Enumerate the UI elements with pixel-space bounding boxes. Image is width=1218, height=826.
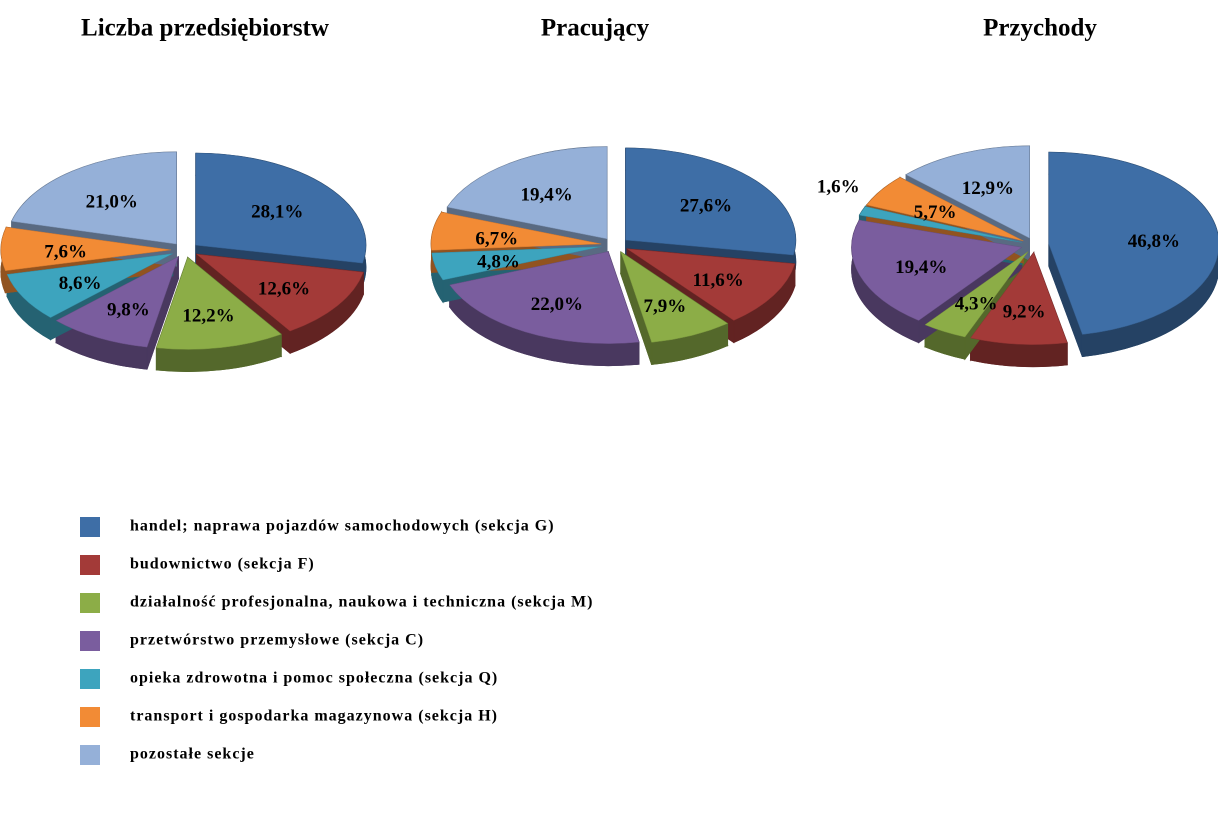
legend-label: przetwórstwo przemysłowe (sekcja C) — [130, 632, 424, 649]
data-label: 11,6% — [693, 270, 744, 291]
pie-slice — [1048, 152, 1218, 335]
legend-swatch — [80, 669, 100, 689]
legend-swatch — [80, 593, 100, 613]
legend-swatch — [80, 707, 100, 727]
data-label: 21,0% — [86, 191, 138, 212]
data-label: 5,7% — [914, 202, 957, 223]
legend-label: opieka zdrowotna i pomoc społeczna (sekc… — [130, 670, 498, 687]
data-label: 12,9% — [962, 178, 1014, 199]
pie-slice — [430, 211, 602, 251]
pie-labels: 27,6% 11,6% 7,9% 22,0% 4,8%6,7% 19,4% — [475, 184, 743, 317]
data-label: 27,6% — [680, 196, 732, 217]
pie-tops — [430, 146, 796, 344]
pie-slice — [625, 147, 796, 256]
pie-slice — [0, 226, 172, 271]
data-label: 22,0% — [531, 294, 583, 315]
pie-slice — [156, 257, 282, 350]
legend-label: pozostałe sekcje — [130, 746, 255, 763]
data-label: 7,9% — [643, 296, 686, 317]
pie-slice — [446, 146, 608, 240]
pie-labels: 28,1% 12,6% 12,2% 9,8%8,6% 7,6% 21,0% — [44, 191, 310, 326]
data-label: 4,8% — [477, 251, 520, 272]
legend-swatch — [80, 631, 100, 651]
data-label: 7,6% — [44, 242, 87, 263]
chart-title: Liczba przedsiębiorstw — [81, 15, 329, 42]
pie-slice — [449, 251, 640, 344]
pie-slice — [55, 256, 179, 348]
legend-label: transport i gospodarka magazynowa (sekcj… — [130, 708, 498, 725]
pie-slice — [195, 152, 367, 264]
data-label: 19,4% — [521, 184, 573, 205]
pie-slice — [11, 151, 177, 245]
pie-tops — [0, 151, 367, 350]
data-label: 46,8% — [1128, 231, 1180, 252]
legend-label: działalność profesjonalna, naukowa i tec… — [130, 594, 593, 611]
pie-labels: 46,8% 9,2%4,3% 19,4% 1,6% 5,7%12,9% — [817, 176, 1180, 322]
data-label: 19,4% — [895, 257, 947, 278]
data-label: 8,6% — [59, 273, 102, 294]
pie-slice — [866, 177, 1024, 242]
legend-swatch — [80, 517, 100, 537]
pie-slice — [970, 252, 1068, 345]
data-label: 6,7% — [475, 228, 518, 249]
pie-slice — [620, 251, 729, 343]
data-label: 1,6% — [817, 176, 860, 197]
pie-slice — [431, 246, 602, 281]
chart-title: Pracujący — [541, 15, 650, 42]
pie-slice — [905, 145, 1030, 239]
data-label: 4,3% — [955, 294, 998, 315]
pie-slice — [851, 219, 1023, 321]
pie-slice — [924, 251, 1029, 338]
legend-label: handel; naprawa pojazdów samochodowych (… — [130, 518, 555, 535]
data-label: 28,1% — [251, 201, 303, 222]
pie-slice — [859, 206, 1022, 243]
data-label: 9,8% — [107, 299, 150, 320]
pie-tops — [851, 145, 1218, 345]
legend-label: budownictwo (sekcja F) — [130, 556, 315, 573]
data-label: 9,2% — [1003, 302, 1046, 323]
pie-slice — [6, 253, 173, 318]
chart-title: Przychody — [983, 15, 1097, 42]
pie-slice — [195, 253, 364, 332]
pie-slice — [626, 248, 796, 321]
data-label: 12,2% — [182, 306, 234, 327]
data-label: 12,6% — [258, 278, 310, 299]
legend-swatch — [80, 555, 100, 575]
legend-swatch — [80, 745, 100, 765]
